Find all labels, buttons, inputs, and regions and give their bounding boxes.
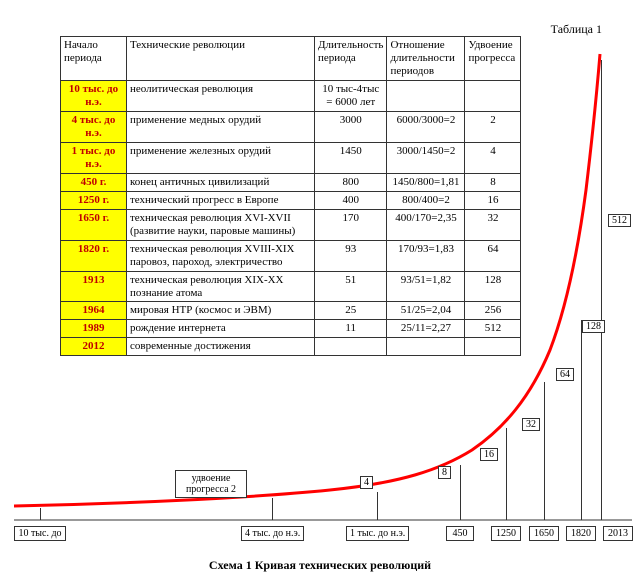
- table-row: 1 тыс. до н.э.применение железных орудий…: [61, 142, 521, 173]
- cell-dur: 25: [315, 302, 387, 320]
- table-row: 2012современные достижения: [61, 338, 521, 356]
- cell-tech: рождение интернета: [127, 320, 315, 338]
- cell-period: 1820 г.: [61, 240, 127, 271]
- cell-dur: 400: [315, 191, 387, 209]
- x-tick: 1 тыс. до н.э.: [346, 526, 409, 541]
- cell-ratio: [387, 80, 465, 111]
- col-tech: Технические революции: [127, 37, 315, 81]
- cell-tech: техническая революция XVIII-XIX паровоз,…: [127, 240, 315, 271]
- cell-dbl: [465, 80, 521, 111]
- cell-tech: неолитическая революция: [127, 80, 315, 111]
- x-tick: 4 тыс. до н.э.: [241, 526, 304, 541]
- cell-period: 1650 г.: [61, 209, 127, 240]
- cell-dur: 1450: [315, 142, 387, 173]
- cell-tech: конец античных цивилизаций: [127, 173, 315, 191]
- x-tick: 1650: [529, 526, 559, 541]
- cell-period: 10 тыс. до н.э.: [61, 80, 127, 111]
- cell-ratio: 25/11=2,27: [387, 320, 465, 338]
- cell-period: 1989: [61, 320, 127, 338]
- col-ratio: Отношение длительности периодов: [387, 37, 465, 81]
- cell-tech: мировая НТР (космос и ЭВМ): [127, 302, 315, 320]
- cell-dur: 170: [315, 209, 387, 240]
- cell-period: 1913: [61, 271, 127, 302]
- cell-dbl: 2: [465, 111, 521, 142]
- value-box: 16: [480, 448, 498, 461]
- chart-vline: [544, 382, 545, 520]
- caption: Схема 1 Кривая технических революций: [0, 558, 640, 573]
- chart-vline: [377, 492, 378, 520]
- cell-dbl: 16: [465, 191, 521, 209]
- data-table: Начало периода Технические революции Дли…: [60, 36, 521, 356]
- table-row: 1650 г.техническая революция XVI-XVII (р…: [61, 209, 521, 240]
- cell-period: 1964: [61, 302, 127, 320]
- cell-dbl: 32: [465, 209, 521, 240]
- table-row: 4 тыс. до н.э.применение медных орудий30…: [61, 111, 521, 142]
- cell-period: 1250 г.: [61, 191, 127, 209]
- cell-period: 2012: [61, 338, 127, 356]
- cell-dur: 51: [315, 271, 387, 302]
- x-tick: 1820: [566, 526, 596, 541]
- value-box: 32: [522, 418, 540, 431]
- cell-dbl: 256: [465, 302, 521, 320]
- value-box: 512: [608, 214, 631, 227]
- cell-dur: 3000: [315, 111, 387, 142]
- cell-dbl: 8: [465, 173, 521, 191]
- cell-tech: техническая революция XVI-XVII (развитие…: [127, 209, 315, 240]
- cell-ratio: 170/93=1,83: [387, 240, 465, 271]
- cell-tech: применение медных орудий: [127, 111, 315, 142]
- cell-ratio: 6000/3000=2: [387, 111, 465, 142]
- table-row: 1964мировая НТР (космос и ЭВМ)2551/25=2,…: [61, 302, 521, 320]
- cell-tech: техническая революция XIX-XX познание ат…: [127, 271, 315, 302]
- cell-ratio: 400/170=2,35: [387, 209, 465, 240]
- chart-vline: [506, 428, 507, 520]
- cell-tech: современные достижения: [127, 338, 315, 356]
- note-box: удвоение прогресса 2: [175, 470, 247, 498]
- chart-vline: [581, 320, 582, 520]
- chart-vline: [601, 60, 602, 520]
- cell-ratio: 800/400=2: [387, 191, 465, 209]
- chart-vline: [272, 498, 273, 520]
- cell-period: 4 тыс. до н.э.: [61, 111, 127, 142]
- cell-ratio: [387, 338, 465, 356]
- value-box: 64: [556, 368, 574, 381]
- cell-ratio: 51/25=2,04: [387, 302, 465, 320]
- cell-period: 450 г.: [61, 173, 127, 191]
- chart-vline: [460, 465, 461, 520]
- cell-tech: технический прогресс в Европе: [127, 191, 315, 209]
- cell-dbl: 4: [465, 142, 521, 173]
- value-box: 4: [360, 476, 373, 489]
- cell-dur: 800: [315, 173, 387, 191]
- cell-tech: применение железных орудий: [127, 142, 315, 173]
- cell-dbl: 128: [465, 271, 521, 302]
- cell-dur: 93: [315, 240, 387, 271]
- cell-ratio: 3000/1450=2: [387, 142, 465, 173]
- cell-dbl: 64: [465, 240, 521, 271]
- value-box: 128: [582, 320, 605, 333]
- table-row: 1250 г.технический прогресс в Европе4008…: [61, 191, 521, 209]
- col-period: Начало периода: [61, 37, 127, 81]
- cell-dbl: [465, 338, 521, 356]
- table-row: 1989рождение интернета1125/11=2,27512: [61, 320, 521, 338]
- cell-dbl: 512: [465, 320, 521, 338]
- x-tick: 10 тыс. до: [14, 526, 66, 541]
- cell-ratio: 1450/800=1,81: [387, 173, 465, 191]
- table-row: 10 тыс. до н.э.неолитическая революция10…: [61, 80, 521, 111]
- cell-dur: [315, 338, 387, 356]
- chart-vline: [40, 508, 41, 520]
- cell-dur: 10 тыс-4тыс = 6000 лет: [315, 80, 387, 111]
- x-tick: 2013: [603, 526, 633, 541]
- table-row: 1913техническая революция XIX-XX познани…: [61, 271, 521, 302]
- cell-dur: 11: [315, 320, 387, 338]
- x-tick: 1250: [491, 526, 521, 541]
- x-tick: 450: [446, 526, 474, 541]
- cell-period: 1 тыс. до н.э.: [61, 142, 127, 173]
- cell-ratio: 93/51=1,82: [387, 271, 465, 302]
- table-row: 450 г.конец античных цивилизаций8001450/…: [61, 173, 521, 191]
- table-label: Таблица 1: [551, 22, 602, 37]
- col-dbl: Удвоение прогресса: [465, 37, 521, 81]
- table-row: 1820 г.техническая революция XVIII-XIX п…: [61, 240, 521, 271]
- col-dur: Длительность периода: [315, 37, 387, 81]
- value-box: 8: [438, 466, 451, 479]
